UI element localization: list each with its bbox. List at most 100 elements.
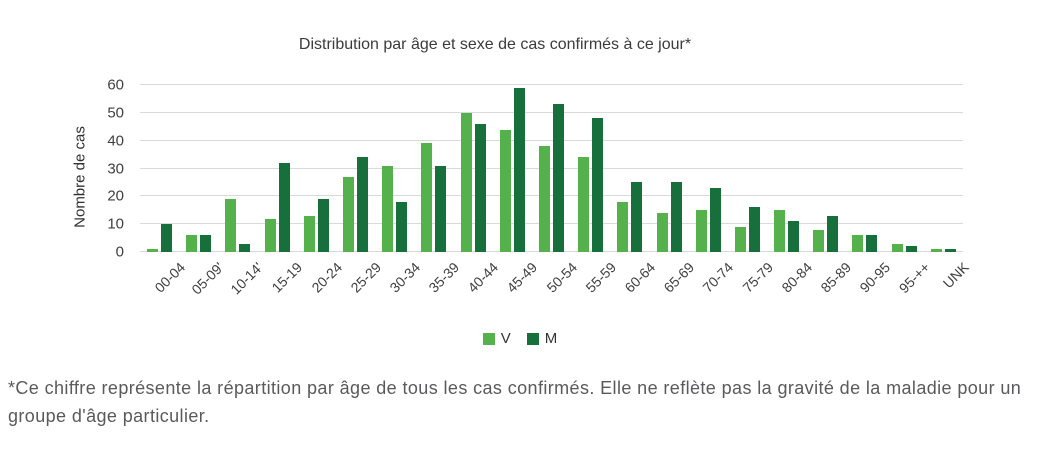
bar-m-85-89: [827, 215, 839, 252]
x-tick-label: 85-89: [817, 259, 855, 296]
chart-title: Distribution par âge et sexe de cas conf…: [298, 36, 692, 53]
plot-area: 00-04 05-09' 10-14' 15-19 20-24 25-29 30-34 35-…: [140, 84, 972, 298]
bar-group: 95-++: [885, 85, 932, 296]
bar-group: 80-84: [767, 85, 815, 296]
bar-group: 15-19: [258, 85, 305, 296]
x-tick-label: 95-++: [895, 259, 933, 297]
bar-m-95-++: [905, 246, 917, 252]
bar-v-40-44: [460, 112, 472, 252]
legend-swatch-m-icon: [526, 332, 539, 345]
bar-group: 70-74: [689, 85, 737, 296]
gridline: [140, 111, 963, 113]
legend-item-v: V: [482, 330, 511, 347]
bar-v-20-24: [303, 215, 315, 252]
x-tick-label: 10-14': [227, 259, 267, 298]
bar-group: 10-14': [218, 85, 266, 298]
bar-v-65-69: [656, 213, 668, 252]
x-tick-label: 20-24: [308, 259, 345, 296]
y-axis-ticks: 0 10 20 30 40 50 60: [90, 77, 132, 261]
bar-m-55-59: [592, 118, 604, 252]
bar-group: 35-39: [414, 85, 462, 296]
y-tick-label: 0: [115, 243, 124, 261]
legend-label-v: V: [500, 330, 511, 347]
x-tick-label: 60-64: [621, 259, 659, 296]
legend-label-m: M: [544, 330, 558, 347]
bar-m-45-49: [513, 87, 525, 252]
gridline: [140, 84, 963, 85]
bar-v-55-59: [578, 157, 590, 252]
gridlines: [140, 84, 963, 252]
bar-m-UNK: [944, 249, 956, 252]
bar-v-15-19: [264, 218, 276, 252]
bar-v-60-64: [617, 201, 629, 252]
bar-v-30-34: [382, 165, 394, 252]
bar-m-30-34: [396, 201, 408, 252]
gridline: [140, 139, 963, 141]
bar-m-20-24: [317, 199, 329, 252]
x-tick-label: 05-09': [188, 259, 228, 298]
gridline: [140, 223, 963, 225]
bar-m-00-04: [161, 224, 173, 252]
bar-v-95-++: [891, 243, 903, 252]
bar-v-05-09': [186, 235, 198, 252]
bar-m-10-14': [239, 243, 251, 252]
x-tick-label: 40-44: [464, 259, 502, 296]
x-tick-label: 75-79: [739, 259, 776, 296]
bar-group: 60-64: [610, 85, 658, 296]
bar-group: 40-44: [454, 85, 501, 296]
y-tick-label: 40: [107, 132, 124, 150]
legend-swatch-v-icon: [482, 332, 495, 345]
bar-group: 25-29: [336, 85, 384, 296]
bar-m-90-95: [866, 235, 878, 252]
bar-v-70-74: [695, 210, 707, 252]
bar-v-UNK: [930, 249, 942, 252]
x-tick-label: UNK: [939, 259, 972, 292]
y-tick-label: 50: [107, 104, 124, 122]
legend-item-m: M: [526, 330, 558, 347]
gridline: [140, 251, 963, 252]
x-tick-label: 90-95: [856, 259, 894, 296]
x-tick-label: 50-54: [543, 259, 580, 296]
bar-group: 05-09': [179, 85, 227, 298]
bar-group: 55-59: [571, 85, 619, 296]
x-tick-label: 65-69: [660, 259, 698, 296]
y-tick-label: 20: [107, 187, 124, 205]
x-tick-label: 55-59: [582, 259, 619, 296]
bar-group: 45-49: [493, 85, 541, 296]
bar-m-60-64: [631, 182, 643, 252]
bar-m-35-39: [435, 165, 447, 252]
bar-v-90-95: [852, 235, 864, 252]
bar-group: 50-54: [532, 85, 580, 296]
bar-v-75-79: [734, 226, 746, 252]
bar-m-25-29: [357, 157, 369, 252]
bar-group: 30-34: [375, 85, 423, 296]
y-tick-label: 60: [107, 76, 124, 94]
bar-group: 85-89: [806, 85, 854, 296]
bar-v-10-14': [225, 199, 237, 252]
bar-group: 20-24: [297, 85, 345, 296]
gridline: [140, 167, 963, 169]
x-tick-label: 00-04: [151, 259, 188, 296]
bar-v-50-54: [538, 146, 550, 252]
x-tick-label: 25-29: [347, 259, 384, 296]
bar-m-40-44: [474, 123, 486, 252]
bar-m-75-79: [748, 207, 760, 252]
bar-v-45-49: [499, 129, 511, 252]
bar-group: 90-95: [845, 85, 893, 296]
y-tick-label: 10: [107, 215, 124, 233]
bar-v-85-89: [813, 229, 825, 252]
bar-m-70-74: [709, 187, 721, 252]
x-tick-label: 15-19: [268, 259, 306, 296]
legend: V M: [140, 330, 900, 347]
footnote: *Ce chiffre représente la répartition pa…: [8, 378, 1022, 426]
bar-group: 75-79: [728, 85, 776, 296]
y-tick-label: 30: [107, 160, 124, 177]
bar-v-35-39: [421, 143, 433, 252]
x-tick-label: 45-49: [503, 259, 541, 296]
bar-group: 65-69: [649, 85, 697, 296]
x-tick-label: 70-74: [699, 259, 737, 296]
y-axis-title: Nombre de cas: [71, 126, 89, 228]
bar-m-80-84: [788, 221, 800, 252]
bar-groups: 00-04 05-09' 10-14' 15-19 20-24 25-29 30-34 35-…: [140, 85, 972, 298]
